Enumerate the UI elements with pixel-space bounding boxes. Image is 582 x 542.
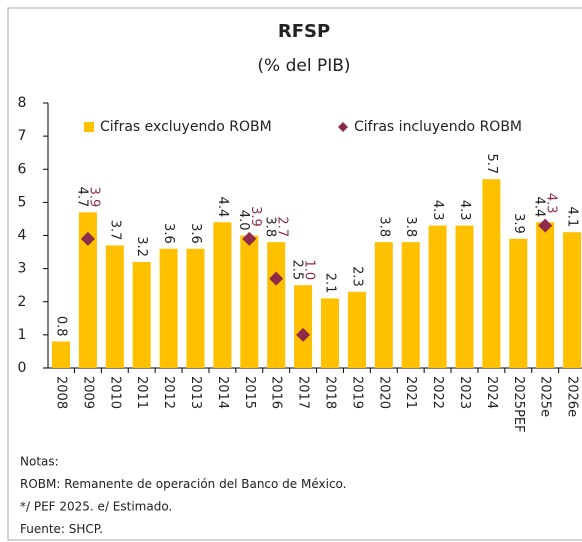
- bar: [78, 212, 97, 368]
- bar-label: 0.8: [54, 316, 69, 337]
- x-tick-label: 2022: [430, 376, 445, 409]
- x-tick-label: 2019: [349, 376, 364, 409]
- bar: [455, 225, 474, 368]
- bar: [132, 262, 151, 368]
- x-tick-label: 2008: [54, 376, 69, 409]
- x-tick-label: 2021: [403, 376, 418, 409]
- note: ROBM: Remanente de operación del Banco d…: [20, 477, 347, 491]
- y-tick-label: 7: [18, 128, 27, 144]
- chart-title: RFSP: [278, 21, 330, 42]
- y-tick-label: 6: [18, 161, 27, 177]
- x-tick-label: 2013: [188, 376, 203, 409]
- diamond-label: 1.0: [302, 260, 317, 281]
- bar-label: 4.4: [215, 197, 230, 218]
- diamond-label: 4.3: [544, 193, 559, 214]
- x-tick-label: 2023: [457, 376, 472, 409]
- bar-label: 3.6: [188, 223, 203, 244]
- bar-label: 3.7: [107, 220, 122, 241]
- bar: [347, 291, 366, 368]
- x-tick-label: 2025e: [538, 376, 553, 417]
- x-tick-label: 2018: [323, 376, 338, 409]
- note: */ PEF 2025. e/ Estimado.: [20, 500, 172, 514]
- bar-label: 3.8: [376, 216, 391, 237]
- bar-label: 2.1: [323, 273, 338, 294]
- bar: [267, 242, 286, 368]
- bar: [159, 248, 178, 368]
- bar: [482, 179, 501, 368]
- x-tick-label: 2024: [484, 376, 499, 409]
- bar-label: 4.3: [457, 200, 472, 221]
- bar: [52, 341, 70, 368]
- bar-label: 3.8: [403, 216, 418, 237]
- x-tick-label: 2014: [215, 376, 230, 409]
- y-tick-label: 5: [18, 194, 27, 210]
- x-tick-label: 2017: [296, 376, 311, 409]
- note: Fuente: SHCP.: [20, 522, 103, 536]
- bar-label: 4.0: [236, 210, 251, 231]
- y-tick-label: 4: [18, 228, 27, 244]
- legend-label: Cifras incluyendo ROBM: [354, 119, 522, 135]
- diamond-marker: [242, 231, 257, 246]
- bar-label: 3.8: [263, 216, 278, 237]
- legend-swatch: [338, 122, 348, 132]
- diamond-label: 2.7: [275, 216, 290, 237]
- bar-label: 4.1: [565, 207, 580, 228]
- bar: [321, 298, 339, 368]
- bar: [213, 222, 232, 368]
- x-tick-label: 2011: [134, 376, 149, 409]
- diamond-marker: [80, 231, 95, 246]
- bar: [374, 242, 393, 368]
- x-tick-label: 2010: [107, 376, 122, 409]
- bar: [509, 238, 528, 368]
- diamond-marker: [269, 271, 284, 286]
- bar-label: 5.7: [484, 153, 499, 174]
- legend-swatch: [84, 122, 94, 132]
- y-tick-label: 3: [18, 261, 27, 277]
- bar: [536, 222, 555, 368]
- legend-label: Cifras excluyendo ROBM: [100, 119, 272, 135]
- bar: [428, 225, 447, 368]
- chart-subtitle: (% del PIB): [257, 56, 350, 76]
- bar: [105, 245, 124, 368]
- bar: [401, 242, 420, 368]
- bar-label: 4.7: [74, 187, 89, 208]
- x-tick-label: 2020: [376, 376, 391, 409]
- diamond-label: 3.9: [86, 187, 101, 208]
- bar: [186, 248, 205, 368]
- x-tick-label: 2026e: [565, 376, 580, 417]
- bar-label: 3.2: [134, 236, 149, 257]
- x-tick-label: 2016: [269, 376, 284, 409]
- y-tick-label: 8: [18, 95, 27, 111]
- note: Notas:: [20, 455, 59, 469]
- bar: [563, 232, 582, 368]
- bar-label: 2.5: [290, 260, 305, 281]
- x-tick-label: 2009: [80, 376, 95, 409]
- bar-label: 4.4: [532, 197, 547, 218]
- diamond-marker: [296, 327, 311, 342]
- diamond-label: 3.9: [248, 206, 263, 227]
- bar-label: 2.3: [349, 266, 364, 287]
- bar-label: 3.6: [161, 223, 176, 244]
- bar-label: 3.9: [511, 213, 526, 234]
- x-tick-label: 2025PEF: [511, 376, 526, 433]
- y-tick-label: 0: [18, 360, 27, 376]
- x-tick-label: 2012: [161, 376, 176, 409]
- bar: [294, 285, 313, 368]
- y-tick-label: 2: [18, 294, 27, 310]
- x-tick-label: 2015: [242, 376, 257, 409]
- bar: [240, 235, 259, 368]
- y-tick-label: 1: [18, 327, 27, 343]
- bar-label: 4.3: [430, 200, 445, 221]
- diamond-marker: [538, 218, 553, 233]
